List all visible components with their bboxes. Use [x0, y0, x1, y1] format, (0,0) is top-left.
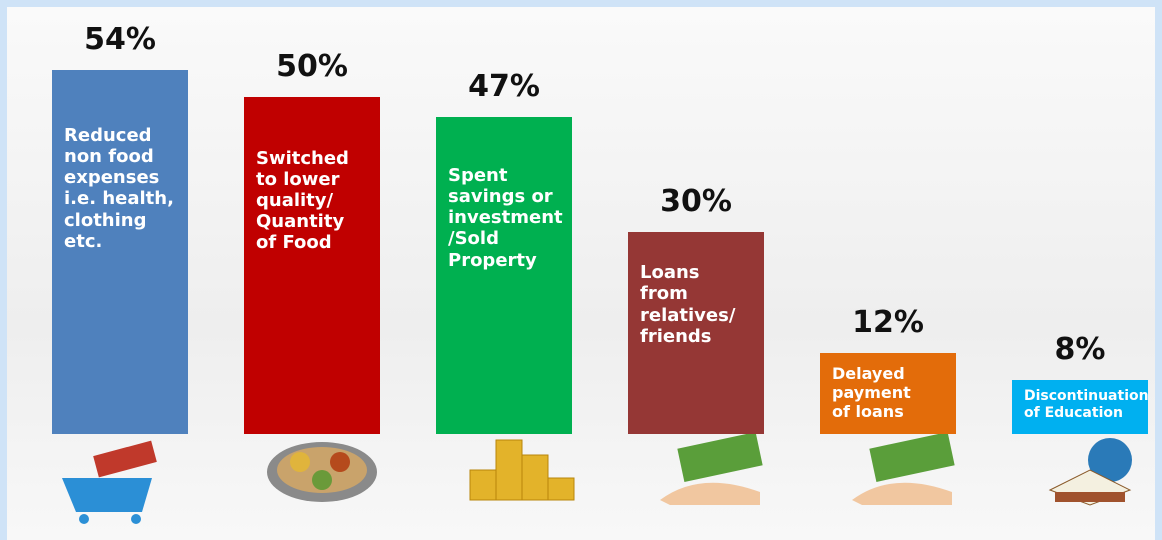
book-icon — [1050, 438, 1132, 505]
value-label: 47% — [436, 69, 572, 104]
coins-icon — [470, 440, 574, 500]
value-label: 54% — [52, 22, 188, 57]
plate-icon — [267, 442, 377, 502]
category-label: Delayed payment of loans — [820, 353, 956, 422]
cart-icon — [62, 441, 157, 524]
value-label: 50% — [244, 49, 380, 84]
bar: Spent savings or investment /Sold Proper… — [436, 117, 572, 434]
value-label: 30% — [628, 184, 764, 219]
bar: Delayed payment of loans — [820, 353, 956, 434]
category-label: Loans from relatives/ friends — [628, 232, 764, 347]
category-label: Discontinuation of Education — [1012, 380, 1148, 421]
bar: Loans from relatives/ friends — [628, 232, 764, 434]
category-label: Switched to lower quality/ Quantity of F… — [244, 97, 380, 254]
value-label: 12% — [820, 305, 956, 340]
category-label: Reduced non food expenses i.e. health, c… — [52, 70, 188, 252]
money-icon — [660, 432, 763, 505]
bar: Reduced non food expenses i.e. health, c… — [52, 70, 188, 434]
money-icon — [852, 432, 955, 505]
category-label: Spent savings or investment /Sold Proper… — [436, 117, 572, 271]
bar: Switched to lower quality/ Quantity of F… — [244, 97, 380, 434]
value-label: 8% — [1012, 332, 1148, 367]
page: Reduced non food expenses i.e. health, c… — [0, 0, 1162, 540]
bar: Discontinuation of Education — [1012, 380, 1148, 434]
